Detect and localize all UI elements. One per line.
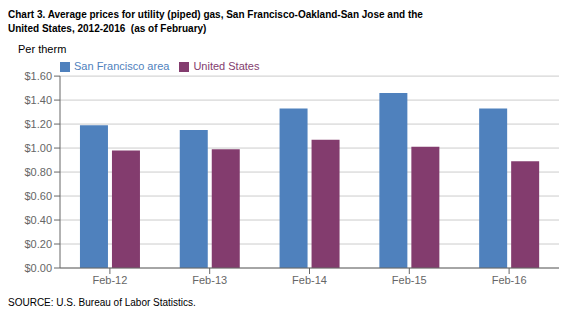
svg-text:$1.60: $1.60 — [24, 70, 52, 82]
svg-text:$0.40: $0.40 — [24, 214, 52, 226]
html-text:SOURCE: U.S. Bureau of Labor S: SOURCE: U.S. Bureau of Labor Statistics. — [8, 297, 196, 308]
html-text:Per therm: Per therm — [18, 43, 67, 55]
svg-text:$0.00: $0.00 — [24, 262, 52, 274]
html-text:San Francisco area: San Francisco area — [74, 60, 170, 72]
svg-text:$1.20: $1.20 — [24, 118, 52, 130]
svg-text:Feb-13: Feb-13 — [192, 274, 227, 286]
svg-text:$1.00: $1.00 — [24, 142, 52, 154]
html-text:United States, 2012-2016 (as o: United States, 2012-2016 (as of February… — [8, 23, 207, 34]
svg-text:Feb-15: Feb-15 — [392, 274, 427, 286]
svg-text:Feb-16: Feb-16 — [492, 274, 527, 286]
svg-text:Feb-14: Feb-14 — [292, 274, 327, 286]
svg-text:$1.40: $1.40 — [24, 94, 52, 106]
svg-text:$0.80: $0.80 — [24, 166, 52, 178]
svg-text:Feb-12: Feb-12 — [92, 274, 127, 286]
svg-text:$0.60: $0.60 — [24, 190, 52, 202]
html-text:United States: United States — [193, 60, 260, 72]
html-text:Chart 3. Average prices for ut: Chart 3. Average prices for utility (pip… — [8, 9, 423, 20]
svg-text:$0.20: $0.20 — [24, 238, 52, 250]
